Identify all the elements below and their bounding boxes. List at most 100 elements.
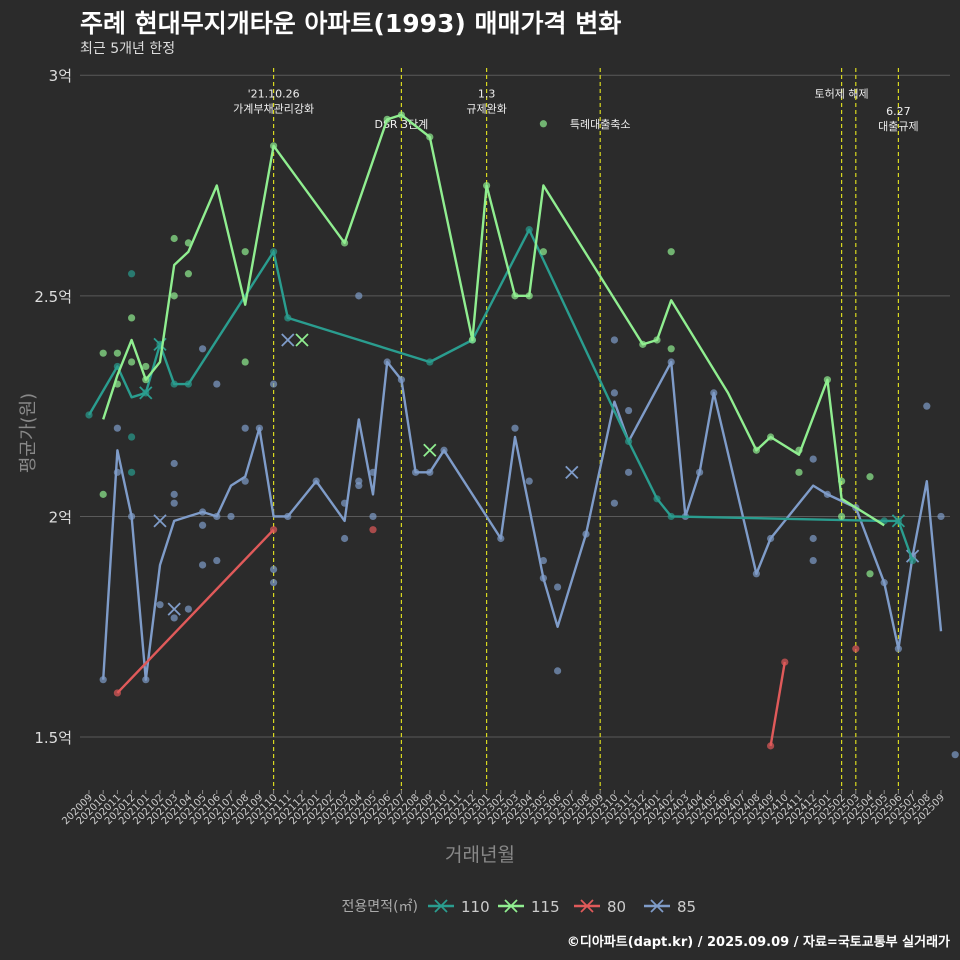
point-115 — [539, 120, 548, 128]
cross-marker-85 — [281, 333, 295, 347]
source-credit: ©디아파트(dapt.kr) / 2025.09.09 / 자료=국토교통부 실… — [566, 935, 950, 950]
cross-marker-85 — [565, 465, 579, 479]
event-label: 6.27 — [886, 105, 911, 118]
point-85 — [199, 345, 207, 353]
point-110 — [128, 270, 136, 278]
point-85 — [270, 380, 278, 388]
point-85 — [213, 380, 221, 388]
point-85 — [511, 424, 519, 432]
point-85 — [625, 406, 633, 415]
cross-marker-115 — [423, 443, 437, 457]
cross-stroke — [295, 333, 309, 347]
cross-stroke — [281, 333, 295, 347]
point-85 — [170, 459, 178, 468]
point-115 — [128, 358, 136, 366]
cross-marker-85 — [153, 514, 167, 528]
point-85 — [341, 534, 349, 543]
point-115 — [170, 234, 178, 243]
point-85 — [525, 477, 533, 485]
cross-marker-110 — [891, 514, 906, 528]
cross-marker-110 — [139, 386, 153, 400]
cross-stroke — [434, 899, 448, 913]
point-80 — [852, 645, 860, 653]
point-110 — [128, 468, 136, 476]
point-115 — [241, 248, 249, 256]
legend-label: 85 — [677, 898, 696, 916]
y-tick-label: 1.5억 — [34, 729, 72, 747]
point-85 — [809, 534, 817, 543]
point-85 — [156, 601, 164, 609]
point-85 — [610, 499, 619, 507]
point-85 — [610, 336, 619, 344]
point-85 — [554, 583, 562, 591]
page-title: 주례 현대무지개타운 아파트(1993) 매매가격 변화 — [80, 9, 622, 38]
point-85 — [241, 477, 249, 485]
point-115 — [838, 512, 846, 521]
event-label: 특례대출축소 — [570, 118, 631, 131]
point-115 — [241, 358, 249, 366]
y-tick-label: 2억 — [49, 508, 72, 526]
point-85 — [809, 455, 817, 463]
point-85 — [170, 490, 178, 498]
point-85 — [199, 521, 207, 529]
series-line-80 — [769, 661, 786, 747]
point-115 — [667, 345, 675, 353]
cross-marker-115 — [295, 333, 309, 347]
cross-stroke — [423, 443, 437, 457]
cross-stroke — [905, 549, 920, 563]
point-85 — [184, 605, 192, 613]
point-115 — [866, 570, 874, 578]
cross-stroke — [167, 602, 181, 616]
point-85 — [199, 561, 207, 569]
point-115 — [667, 248, 675, 256]
point-85 — [625, 468, 633, 476]
point-115 — [113, 349, 121, 357]
point-115 — [795, 468, 803, 476]
point-115 — [866, 473, 874, 481]
point-115 — [142, 362, 150, 371]
point-85 — [355, 292, 363, 300]
point-85 — [270, 565, 278, 573]
event-label: 가계부채관리강화 — [233, 102, 314, 115]
point-85 — [809, 556, 817, 565]
legend-title: 전용면적(㎡) — [342, 899, 418, 915]
point-85 — [937, 512, 945, 521]
point-80 — [369, 526, 377, 534]
point-110 — [128, 433, 136, 441]
point-85 — [610, 389, 619, 397]
point-85 — [113, 424, 121, 432]
event-label: '21.10.26 — [248, 87, 300, 100]
point-85 — [170, 499, 178, 507]
legend-swatch-cross — [580, 899, 594, 913]
cross-stroke — [504, 899, 518, 913]
cross-stroke — [153, 514, 167, 528]
event-label: 규제완화 — [466, 102, 506, 115]
x-axis-title: 거래년월 — [445, 844, 515, 866]
point-85 — [213, 556, 221, 565]
cross-marker-85 — [167, 602, 181, 616]
point-85 — [227, 512, 235, 521]
point-115 — [539, 248, 548, 256]
series-line-110 — [87, 228, 914, 562]
point-85 — [170, 614, 178, 622]
point-85 — [369, 512, 377, 521]
series-line-85 — [102, 360, 943, 681]
legend-label: 115 — [531, 898, 560, 916]
point-115 — [170, 292, 178, 300]
cross-stroke — [565, 465, 579, 479]
event-label: 1.3 — [478, 87, 496, 100]
y-tick-label: 3억 — [49, 67, 72, 85]
point-115 — [99, 349, 107, 357]
legend-label: 80 — [607, 898, 626, 916]
page-subtitle: 최근 5개년 한정 — [80, 41, 176, 57]
cross-stroke — [139, 386, 153, 400]
legend-swatch-cross — [650, 899, 664, 913]
point-85 — [923, 402, 931, 410]
event-label: 대출규제 — [878, 120, 918, 133]
point-85 — [355, 477, 363, 485]
point-115 — [128, 314, 136, 322]
event-label: 토허제 해제 — [815, 86, 869, 100]
legend-label: 110 — [461, 898, 490, 916]
point-115 — [184, 270, 192, 278]
